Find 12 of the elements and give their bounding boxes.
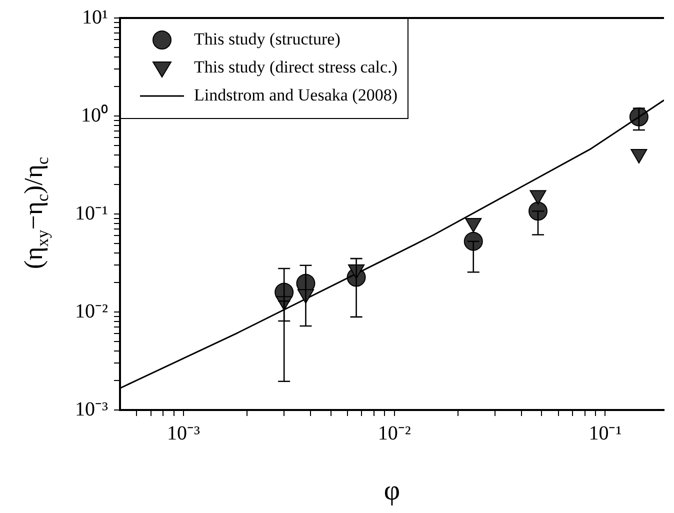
x-tick-label: 10⁻² (378, 422, 411, 444)
y-tick-label: 10¹ (82, 6, 108, 28)
y-tick-label: 10⁻² (75, 300, 108, 322)
y-tick-label: 10⁻¹ (75, 202, 108, 224)
legend-label: Lindstrom and Uesaka (2008) (194, 85, 398, 104)
y-tick-label: 10⁰ (81, 103, 108, 126)
x-tick-label: 10⁻¹ (588, 422, 622, 444)
x-tick-label: 10⁻³ (166, 422, 200, 444)
y-tick-label: 10⁻³ (75, 398, 108, 420)
legend-label: This study (direct stress calc.) (194, 57, 398, 76)
legend-label: This study (structure) (194, 29, 340, 48)
x-axis-title: φ (384, 476, 400, 507)
